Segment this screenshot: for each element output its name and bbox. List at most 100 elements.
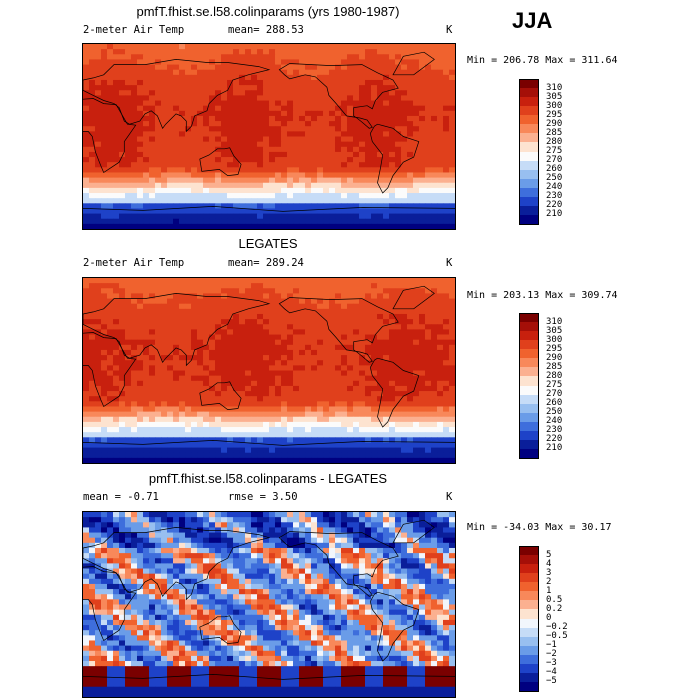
coastline: [199, 615, 242, 644]
colorbar-swatch: [519, 555, 539, 565]
colorbar-label: 300: [546, 334, 563, 345]
colorbar-swatch: [519, 609, 539, 620]
colorbar-label: 250: [546, 173, 563, 184]
colorbar-label: 270: [546, 155, 563, 166]
colorbar-swatch: [519, 654, 539, 665]
colorbar-label: 210: [546, 209, 563, 220]
coastline: [369, 357, 420, 428]
colorbar-swatch: [519, 214, 539, 225]
antarctica-coastline: [83, 206, 455, 212]
colorbar-label: 2: [546, 576, 552, 587]
colorbar-swatch: [519, 636, 539, 647]
coastline: [369, 591, 420, 662]
panel1-mean: mean= 288.53: [228, 24, 304, 36]
colorbar-swatch: [519, 97, 539, 107]
colorbar-label: 220: [546, 434, 563, 445]
colorbar-swatch: [519, 115, 539, 125]
coastline: [199, 381, 242, 410]
colorbar-swatch: [519, 205, 539, 216]
colorbar-swatch: [519, 448, 539, 459]
colorbar-swatch: [519, 367, 539, 378]
panel1-field: [83, 44, 455, 229]
colorbar-swatch: [519, 385, 539, 396]
colorbar-swatch: [519, 546, 539, 556]
coastline: [278, 63, 399, 129]
panel3-colorbar: 5 4 3 2 1 0.5 0.2 0 −0.2 −0.5 −1 −2 −3 −4 −5: [519, 546, 579, 692]
colorbar-label: 285: [546, 361, 563, 372]
colorbar-label: 230: [546, 425, 563, 436]
colorbar-swatch: [519, 142, 539, 153]
coastline: [392, 51, 435, 76]
colorbar-label: 295: [546, 343, 563, 354]
panel1-colorbar: 310 305 300 295 290 285 280 275 270 260 250 240 230 2…: [519, 79, 579, 225]
antarctica-coastline: [83, 674, 455, 680]
coastline: [369, 123, 420, 194]
colorbar-label: 290: [546, 118, 563, 129]
colorbar-swatch: [519, 663, 539, 674]
panel2-field: [83, 278, 455, 463]
panel2-colorbar: 310 305 300 295 290 285 280 275 270 260 250 240 230 2…: [519, 313, 579, 459]
colorbar-swatch: [519, 672, 539, 683]
colorbar-swatch: [519, 600, 539, 611]
colorbar-swatch: [519, 331, 539, 341]
panel1-variable: 2-meter Air Temp: [83, 24, 185, 36]
colorbar-swatch: [519, 160, 539, 171]
colorbar-swatch: [519, 618, 539, 629]
colorbar-swatch: [519, 169, 539, 180]
antarctica-coastline: [83, 440, 455, 446]
colorbar-label: 230: [546, 191, 563, 202]
panel1-map: [82, 43, 456, 230]
colorbar-swatch: [519, 88, 539, 98]
colorbar-swatch: [519, 178, 539, 189]
colorbar-label: −0.5: [546, 631, 568, 642]
colorbar-label: 240: [546, 416, 563, 427]
colorbar-label: −4: [546, 667, 557, 678]
colorbar-label: −2: [546, 649, 557, 660]
panel1-title: pmfT.fhist.se.l58.colinparams (yrs 1980-…: [136, 4, 400, 19]
panel2-unit: K: [446, 257, 453, 269]
colorbar-label: 210: [546, 443, 563, 454]
colorbar-swatch: [519, 403, 539, 414]
colorbar-swatch: [519, 358, 539, 368]
coastline: [83, 59, 271, 133]
panel2-minmax: Min = 203.13 Max = 309.74: [467, 290, 618, 301]
colorbar-label: 3: [546, 567, 552, 578]
colorbar-label: 305: [546, 325, 563, 336]
panel1-unit: K: [446, 24, 453, 36]
coastline: [83, 566, 137, 642]
coastline: [392, 285, 435, 310]
colorbar-label: 4: [546, 558, 552, 569]
colorbar-swatch: [519, 187, 539, 198]
colorbar-label: 1: [546, 585, 552, 596]
colorbar-label: 0.2: [546, 603, 563, 614]
colorbar-label: 5: [546, 549, 552, 560]
panel3-unit: K: [446, 491, 453, 503]
colorbar-label: 285: [546, 127, 563, 138]
colorbar-label: 275: [546, 380, 563, 390]
colorbar-swatch: [519, 681, 539, 692]
colorbar-swatch: [519, 376, 539, 387]
colorbar-swatch: [519, 196, 539, 207]
colorbar-swatch: [519, 79, 539, 89]
colorbar-label: 240: [546, 182, 563, 193]
colorbar-swatch: [519, 394, 539, 405]
panel3-field: [83, 512, 455, 697]
coastline: [278, 297, 399, 363]
panel2-map: [82, 277, 456, 464]
panel1-minmax: Min = 206.78 Max = 311.64: [467, 55, 618, 66]
coastline: [83, 527, 271, 601]
colorbar-label: 290: [546, 352, 563, 363]
colorbar-label: −0.2: [546, 622, 568, 633]
coastline: [83, 293, 271, 367]
colorbar-swatch: [519, 627, 539, 638]
colorbar-label: 260: [546, 164, 563, 175]
colorbar-label: 305: [546, 91, 563, 102]
colorbar-label: 220: [546, 200, 563, 211]
colorbar-swatch: [519, 582, 539, 592]
colorbar-swatch: [519, 439, 539, 450]
colorbar-label: 250: [546, 407, 563, 418]
colorbar-label: 0.5: [546, 594, 563, 605]
coastline: [278, 531, 399, 597]
colorbar-label: 310: [546, 316, 563, 327]
panel3-rmse: rmse = 3.50: [228, 491, 298, 503]
